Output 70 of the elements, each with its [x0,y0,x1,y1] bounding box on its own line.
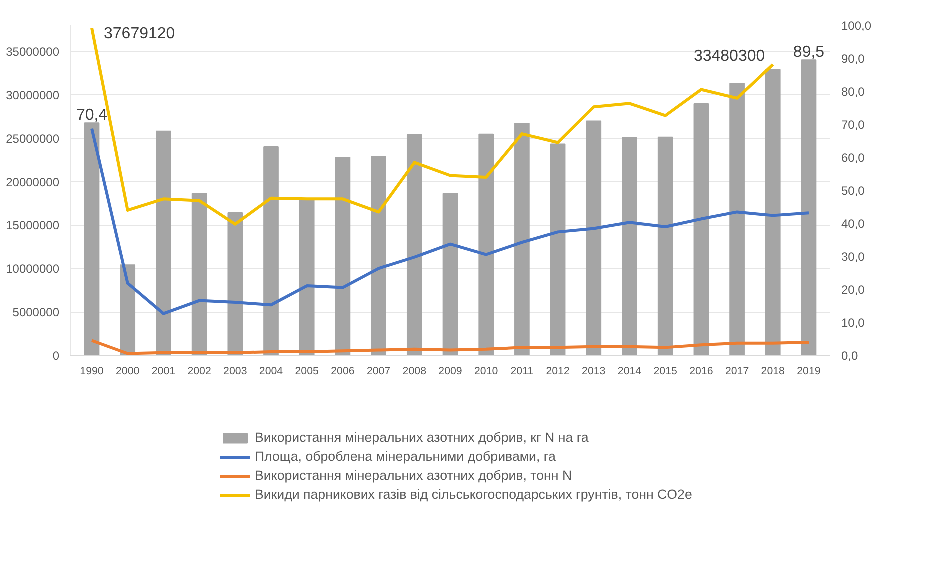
y-tick-label: 20000000 [6,175,60,190]
x-tick-label: 2018 [761,366,786,378]
x-tick-label: 2002 [188,366,212,378]
bar [371,156,386,356]
x-tick-label: 2014 [618,366,642,378]
bar [299,198,315,356]
legend-label: Викиди парникових газів від сільськогосподарських грунтів, тонн CO2e [255,487,692,502]
bar [442,193,458,356]
y2-tick-label: 0,0 [842,349,859,363]
x-tick-label: 2000 [116,366,140,378]
y-tick-label: 5000000 [12,306,60,320]
bar [335,157,351,356]
bar [228,212,244,356]
y-tick-label: 25000000 [6,132,60,146]
data-label: 33480300 [694,48,766,65]
data-label: 70,4 [76,107,108,124]
bar [478,134,494,356]
y2-tick-label: 50,0 [842,184,866,198]
y2-tick-label: 70,0 [842,118,866,132]
bar [84,122,100,356]
x-tick-label: 2012 [546,366,570,378]
bar [586,120,602,356]
bar [801,60,817,356]
bar [730,83,745,356]
y-tick-label: 30000000 [6,88,60,102]
x-tick-label: 2008 [402,366,427,378]
x-tick-label: 2009 [438,366,462,378]
y2-tick-label: 40,0 [842,217,866,231]
bar [658,136,674,356]
y2-tick-label: 30,0 [842,250,866,264]
x-tick-label: 2017 [725,366,750,378]
x-tick-label: 1990 [80,366,104,378]
line-series [90,127,810,316]
x-tick-label: 2001 [152,366,176,378]
legend-label: Площа, оброблена мінеральними добривами, га [255,449,556,464]
bar [514,123,530,356]
y2-tick-label: 80,0 [842,85,866,99]
y-tick-label: 10000000 [6,262,60,276]
bar [765,69,781,356]
y-tick-label: 15000000 [6,218,60,233]
line-series [90,339,810,356]
y2-tick-label: 100,0 [842,19,872,33]
data-label: 89,5 [793,44,825,62]
x-tick-label: 2003 [224,366,248,378]
legend-label: Використання мінеральних азотних добрив, кг N на га [255,430,589,445]
x-tick-label: 2015 [654,366,678,378]
x-tick-label: 2005 [295,366,320,378]
bar [694,104,710,356]
bar [622,138,638,356]
bar [192,193,208,356]
y2-tick-label: 20,0 [842,283,866,297]
x-tick-label: 2010 [474,366,498,378]
x-tick-label: 2011 [510,366,534,378]
x-tick-label: 2013 [582,366,606,378]
x-tick-label: 2016 [690,366,714,378]
x-tick-label: 2007 [366,366,391,378]
bar [156,130,172,356]
legend-label: Використання мінеральних азотних добрив, тонн N [255,468,572,483]
y-tick-label: 35000000 [6,45,60,60]
bar [406,134,422,356]
y2-tick-label: 60,0 [842,151,866,165]
bar [550,144,566,356]
bar [264,146,279,356]
y-tick-label: 0 [52,349,60,363]
y2-tick-label: 90,0 [842,52,866,66]
x-tick-label: 2019 [797,366,821,378]
data-label: 37679120 [104,25,176,42]
x-tick-label: 2006 [331,366,355,378]
y2-tick-label: 10,0 [842,316,866,330]
x-tick-label: 2004 [259,366,284,378]
